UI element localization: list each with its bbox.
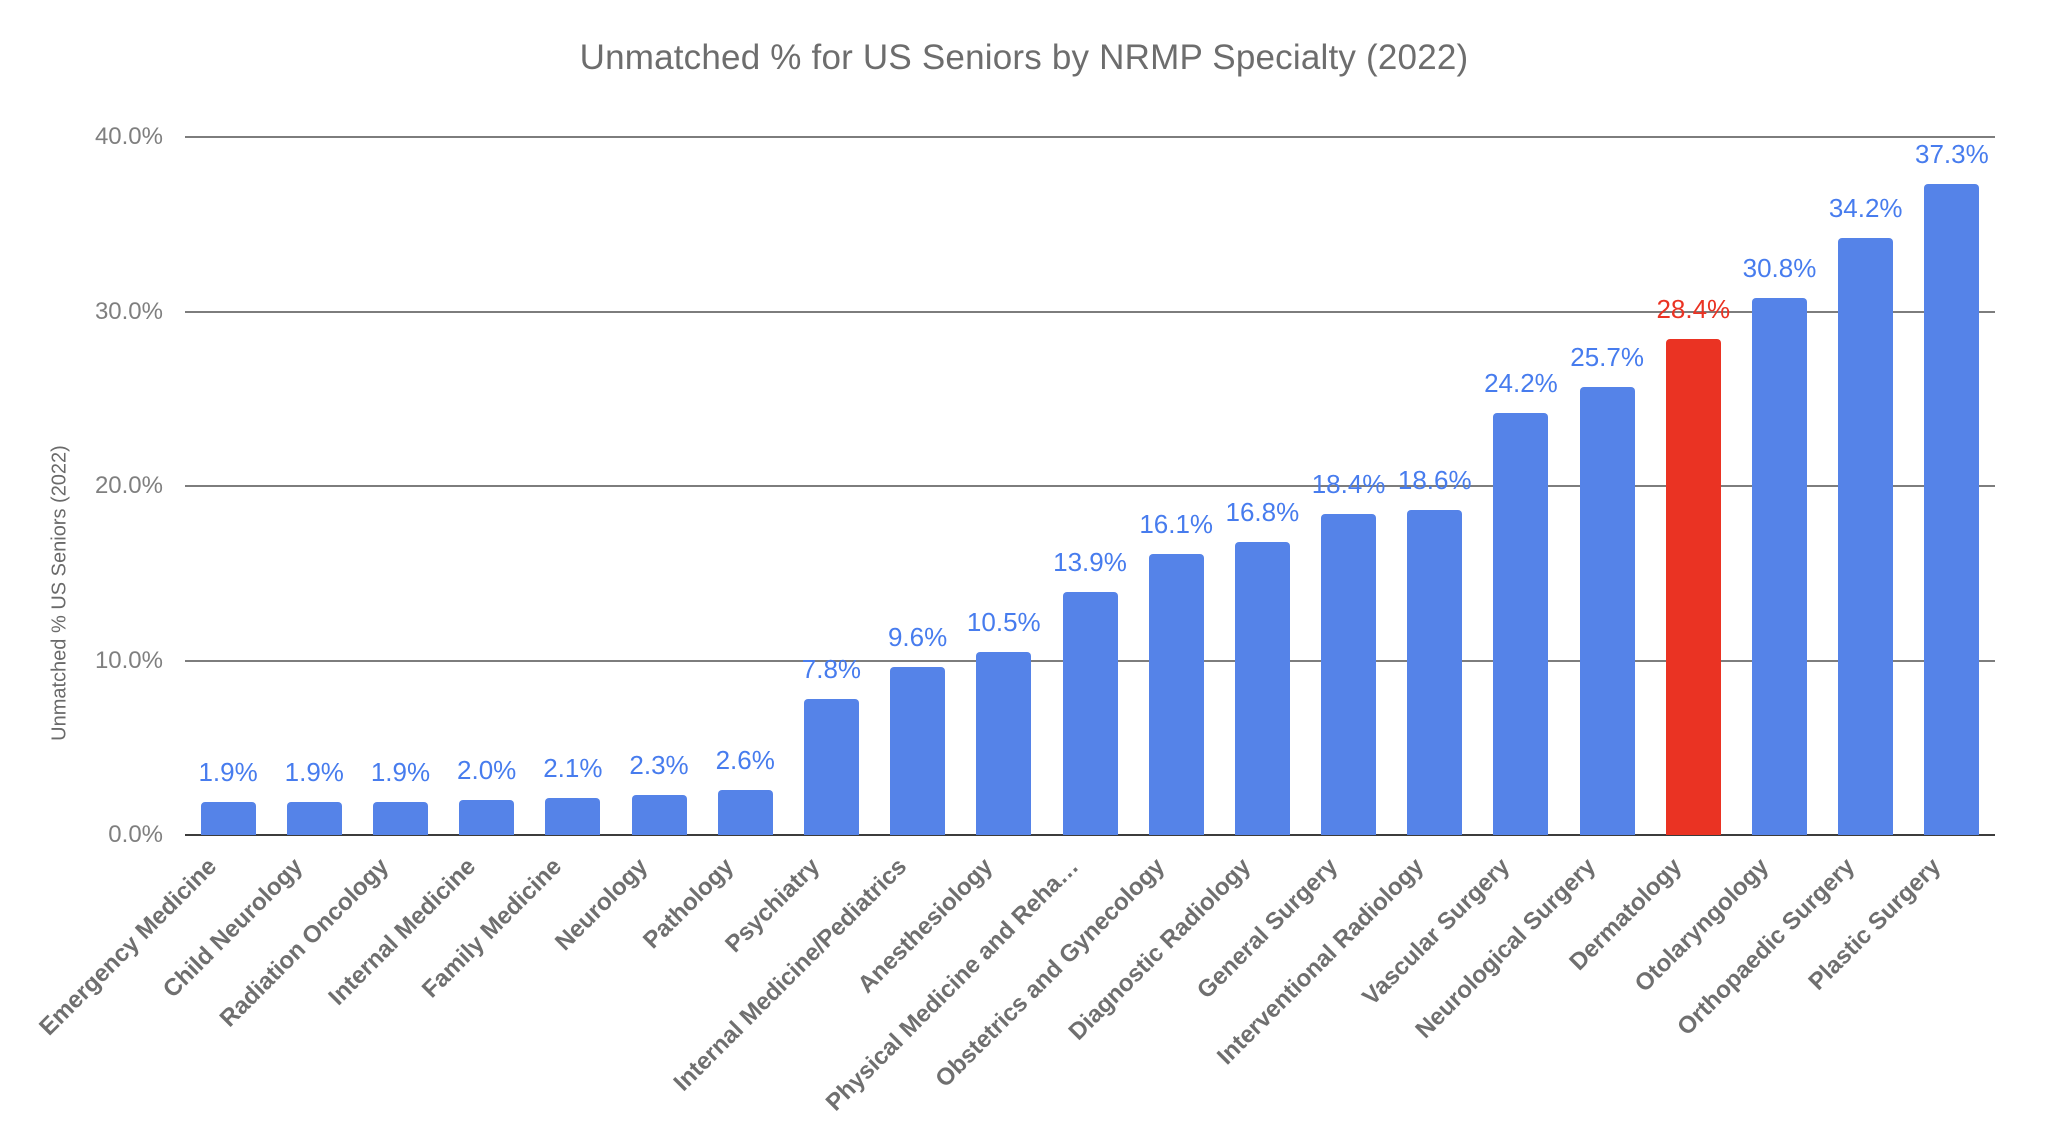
value-label-general-surgery: 18.4%	[1311, 468, 1386, 499]
y-tick-30-0: 30.0%	[94, 297, 163, 325]
value-label-physical-medicine-and-reha: 13.9%	[1053, 547, 1127, 578]
y-tick-10-0: 10.0%	[94, 646, 163, 674]
bar-anesthesiology	[976, 651, 1032, 835]
value-label-internal-medicine: 2.0%	[457, 755, 517, 786]
value-label-dermatology: 28.4%	[1656, 294, 1731, 325]
bar-obstetrics-and-gynecology	[1148, 554, 1204, 835]
value-label-radiation-oncology: 1.9%	[370, 756, 431, 787]
bar-neurology	[631, 794, 687, 835]
bar-child-neurology	[286, 801, 342, 835]
y-tick-20-0: 20.0%	[94, 472, 163, 499]
chart-title: Unmatched % for US Seniors by NRMP Speci…	[579, 38, 1469, 77]
value-label-plastic-surgery: 37.3%	[1915, 139, 1989, 170]
bar-pathology	[717, 789, 773, 835]
value-label-diagnostic-radiology: 16.8%	[1225, 496, 1300, 527]
value-label-neurology: 2.3%	[629, 749, 689, 780]
value-label-internal-medicine-pediatrics: 9.6%	[887, 622, 948, 653]
gridline-40-0	[185, 136, 1995, 138]
bar-general-surgery	[1321, 513, 1377, 835]
bar-dermatology	[1665, 339, 1721, 835]
value-label-child-neurology: 1.9%	[284, 756, 344, 787]
y-tick-40-0: 40.0%	[94, 123, 163, 150]
bar-orthopaedic-surgery	[1838, 238, 1894, 835]
bar-internal-medicine-pediatrics	[890, 667, 946, 835]
bar-emergency-medicine	[200, 801, 256, 835]
value-label-orthopaedic-surgery: 34.2%	[1828, 193, 1903, 224]
gridline-20-0	[185, 485, 1995, 487]
bar-radiation-oncology	[372, 801, 428, 835]
category-label-plastic-surgery: Plastic Surgery	[1803, 853, 1946, 996]
bar-interventional-radiology	[1407, 510, 1463, 835]
value-label-otolaryngology: 30.8%	[1742, 252, 1817, 283]
value-label-pathology: 2.6%	[715, 744, 775, 775]
value-label-vascular-surgery: 24.2%	[1484, 367, 1558, 398]
value-label-emergency-medicine: 1.9%	[198, 756, 258, 787]
value-label-interventional-radiology: 18.6%	[1397, 465, 1472, 496]
value-label-neurological-surgery: 25.7%	[1570, 341, 1644, 372]
gridline-30-0	[185, 310, 1995, 313]
bar-physical-medicine-and-reha	[1062, 592, 1118, 835]
plot-area: 0.0% 10.0% 20.0% 30.0% 40.0% 1.9% Emergency Me…	[34, 123, 1995, 1116]
bar-vascular-surgery	[1493, 412, 1549, 835]
gridline-0-0	[185, 834, 1995, 836]
y-tick-0-0: 0.0%	[108, 821, 163, 848]
category-label-emergency-medicine: Emergency Medicine	[34, 853, 223, 1041]
bar-otolaryngology	[1752, 297, 1808, 835]
value-label-psychiatry: 7.8%	[801, 653, 862, 684]
bar-diagnostic-radiology	[1234, 541, 1290, 835]
value-label-obstetrics-and-gynecology: 16.1%	[1139, 509, 1214, 540]
bar-psychiatry	[803, 698, 859, 835]
value-label-anesthesiology: 10.5%	[966, 606, 1041, 637]
bar-family-medicine	[545, 798, 601, 835]
bar-neurological-surgery	[1579, 386, 1635, 835]
value-label-family-medicine: 2.1%	[543, 753, 603, 784]
bar-internal-medicine	[459, 800, 515, 835]
bar-plastic-surgery	[1924, 184, 1980, 835]
